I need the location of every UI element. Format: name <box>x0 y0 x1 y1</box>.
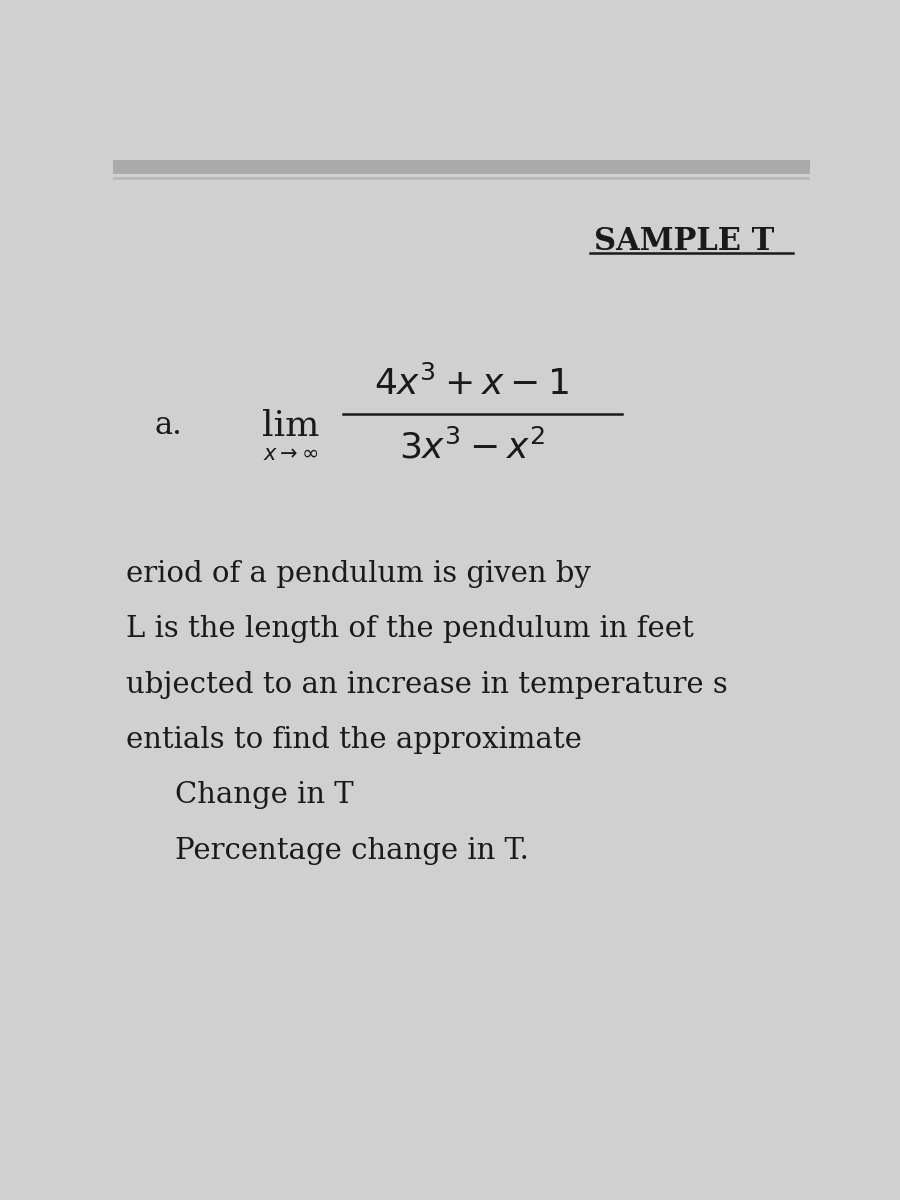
Text: lim: lim <box>262 409 320 443</box>
Text: entials to find the approximate: entials to find the approximate <box>126 726 582 754</box>
Text: Percentage change in T.: Percentage change in T. <box>176 836 529 865</box>
Text: eriod of a pendulum is given by: eriod of a pendulum is given by <box>126 559 591 588</box>
Text: $x\rightarrow\infty$: $x\rightarrow\infty$ <box>263 445 319 464</box>
Text: $3x^3 - x^2$: $3x^3 - x^2$ <box>399 428 544 466</box>
Text: a.: a. <box>155 410 182 442</box>
Text: $4x^3 + x - 1$: $4x^3 + x - 1$ <box>374 366 569 402</box>
Text: SAMPLE T: SAMPLE T <box>594 226 775 257</box>
Text: Change in T: Change in T <box>176 781 354 810</box>
Text: ubjected to an increase in temperature s: ubjected to an increase in temperature s <box>126 671 728 698</box>
Text: L is the length of the pendulum in feet: L is the length of the pendulum in feet <box>126 616 694 643</box>
